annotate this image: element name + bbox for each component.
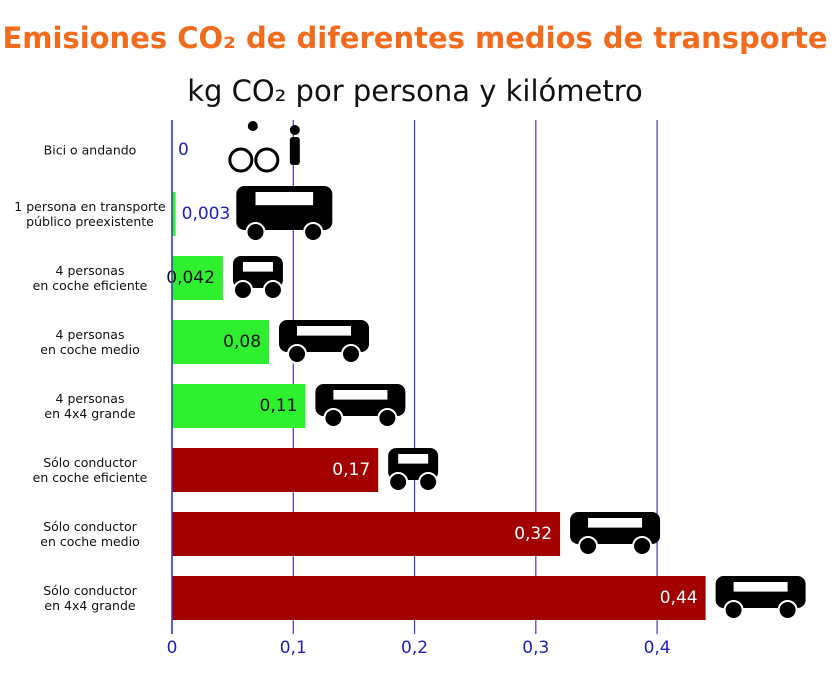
value-label: 0,44 [660,588,698,608]
vehicle-icon [388,448,439,492]
icon-part [242,262,273,272]
icon-part [262,280,283,300]
value-label: 0 [178,140,189,160]
value-label: 0,08 [223,332,261,352]
category-label: Sólo conductor en 4x4 grande [43,583,137,613]
icon-part [289,125,300,135]
value-label: 0,32 [514,524,552,544]
icon-part [733,582,788,592]
icon-part [228,147,254,173]
icon-part [388,472,409,492]
value-label: 0,17 [332,460,370,480]
bar [172,576,706,620]
category-label: Sólo conductor en coche eficiente [32,455,148,485]
vehicle-icon [279,320,370,364]
icon-part [418,472,439,492]
icon-part [323,408,344,428]
icon-part [297,326,352,336]
icon-part [588,518,643,528]
x-tick-label: 0,2 [401,638,428,658]
vehicle-icon [228,121,300,173]
category-label: 4 personas en coche eficiente [32,263,148,293]
bar [172,320,270,364]
vehicle-icon [715,576,806,620]
icon-part [289,137,300,165]
value-label: 0,003 [182,204,231,224]
value-label: 0,11 [260,396,298,416]
x-tick-label: 0,4 [644,638,671,658]
bar [172,512,561,556]
vehicle-icon [236,186,333,242]
vehicle-icon [315,384,406,428]
category-label: 1 persona en transporte público preexist… [14,199,166,229]
icon-part [232,280,253,300]
bar [172,384,306,428]
icon-part [398,454,429,464]
vehicle-icon [570,512,661,556]
x-tick-label: 0,3 [522,638,549,658]
icon-part [632,536,653,556]
icon-part [287,344,308,364]
category-label: Sólo conductor en coche medio [40,519,140,549]
icon-part [377,408,398,428]
icon-part [333,390,388,400]
icon-part [255,192,314,206]
icon-part [247,121,258,131]
icon-part [578,536,599,556]
x-tick-label: 0 [167,638,178,658]
icon-part [723,600,744,620]
x-tick-label: 0,1 [280,638,307,658]
category-label: 4 personas en 4x4 grande [44,391,136,421]
chart-title: Emisiones CO₂ de diferentes medios de tr… [2,21,827,55]
bar [172,256,223,300]
bar [172,192,176,236]
category-label: Bici o andando [43,142,137,158]
vehicle-icon [232,256,283,300]
bar [172,448,379,492]
chart-subtitle: kg CO₂ por persona y kilómetro [187,74,643,108]
icon-part [777,600,798,620]
icon-part [254,147,280,173]
icon-part [245,222,266,242]
icon-part [341,344,362,364]
icon-part [303,222,324,242]
value-label: 0,042 [166,268,215,288]
category-label: 4 personas en coche medio [40,327,140,357]
